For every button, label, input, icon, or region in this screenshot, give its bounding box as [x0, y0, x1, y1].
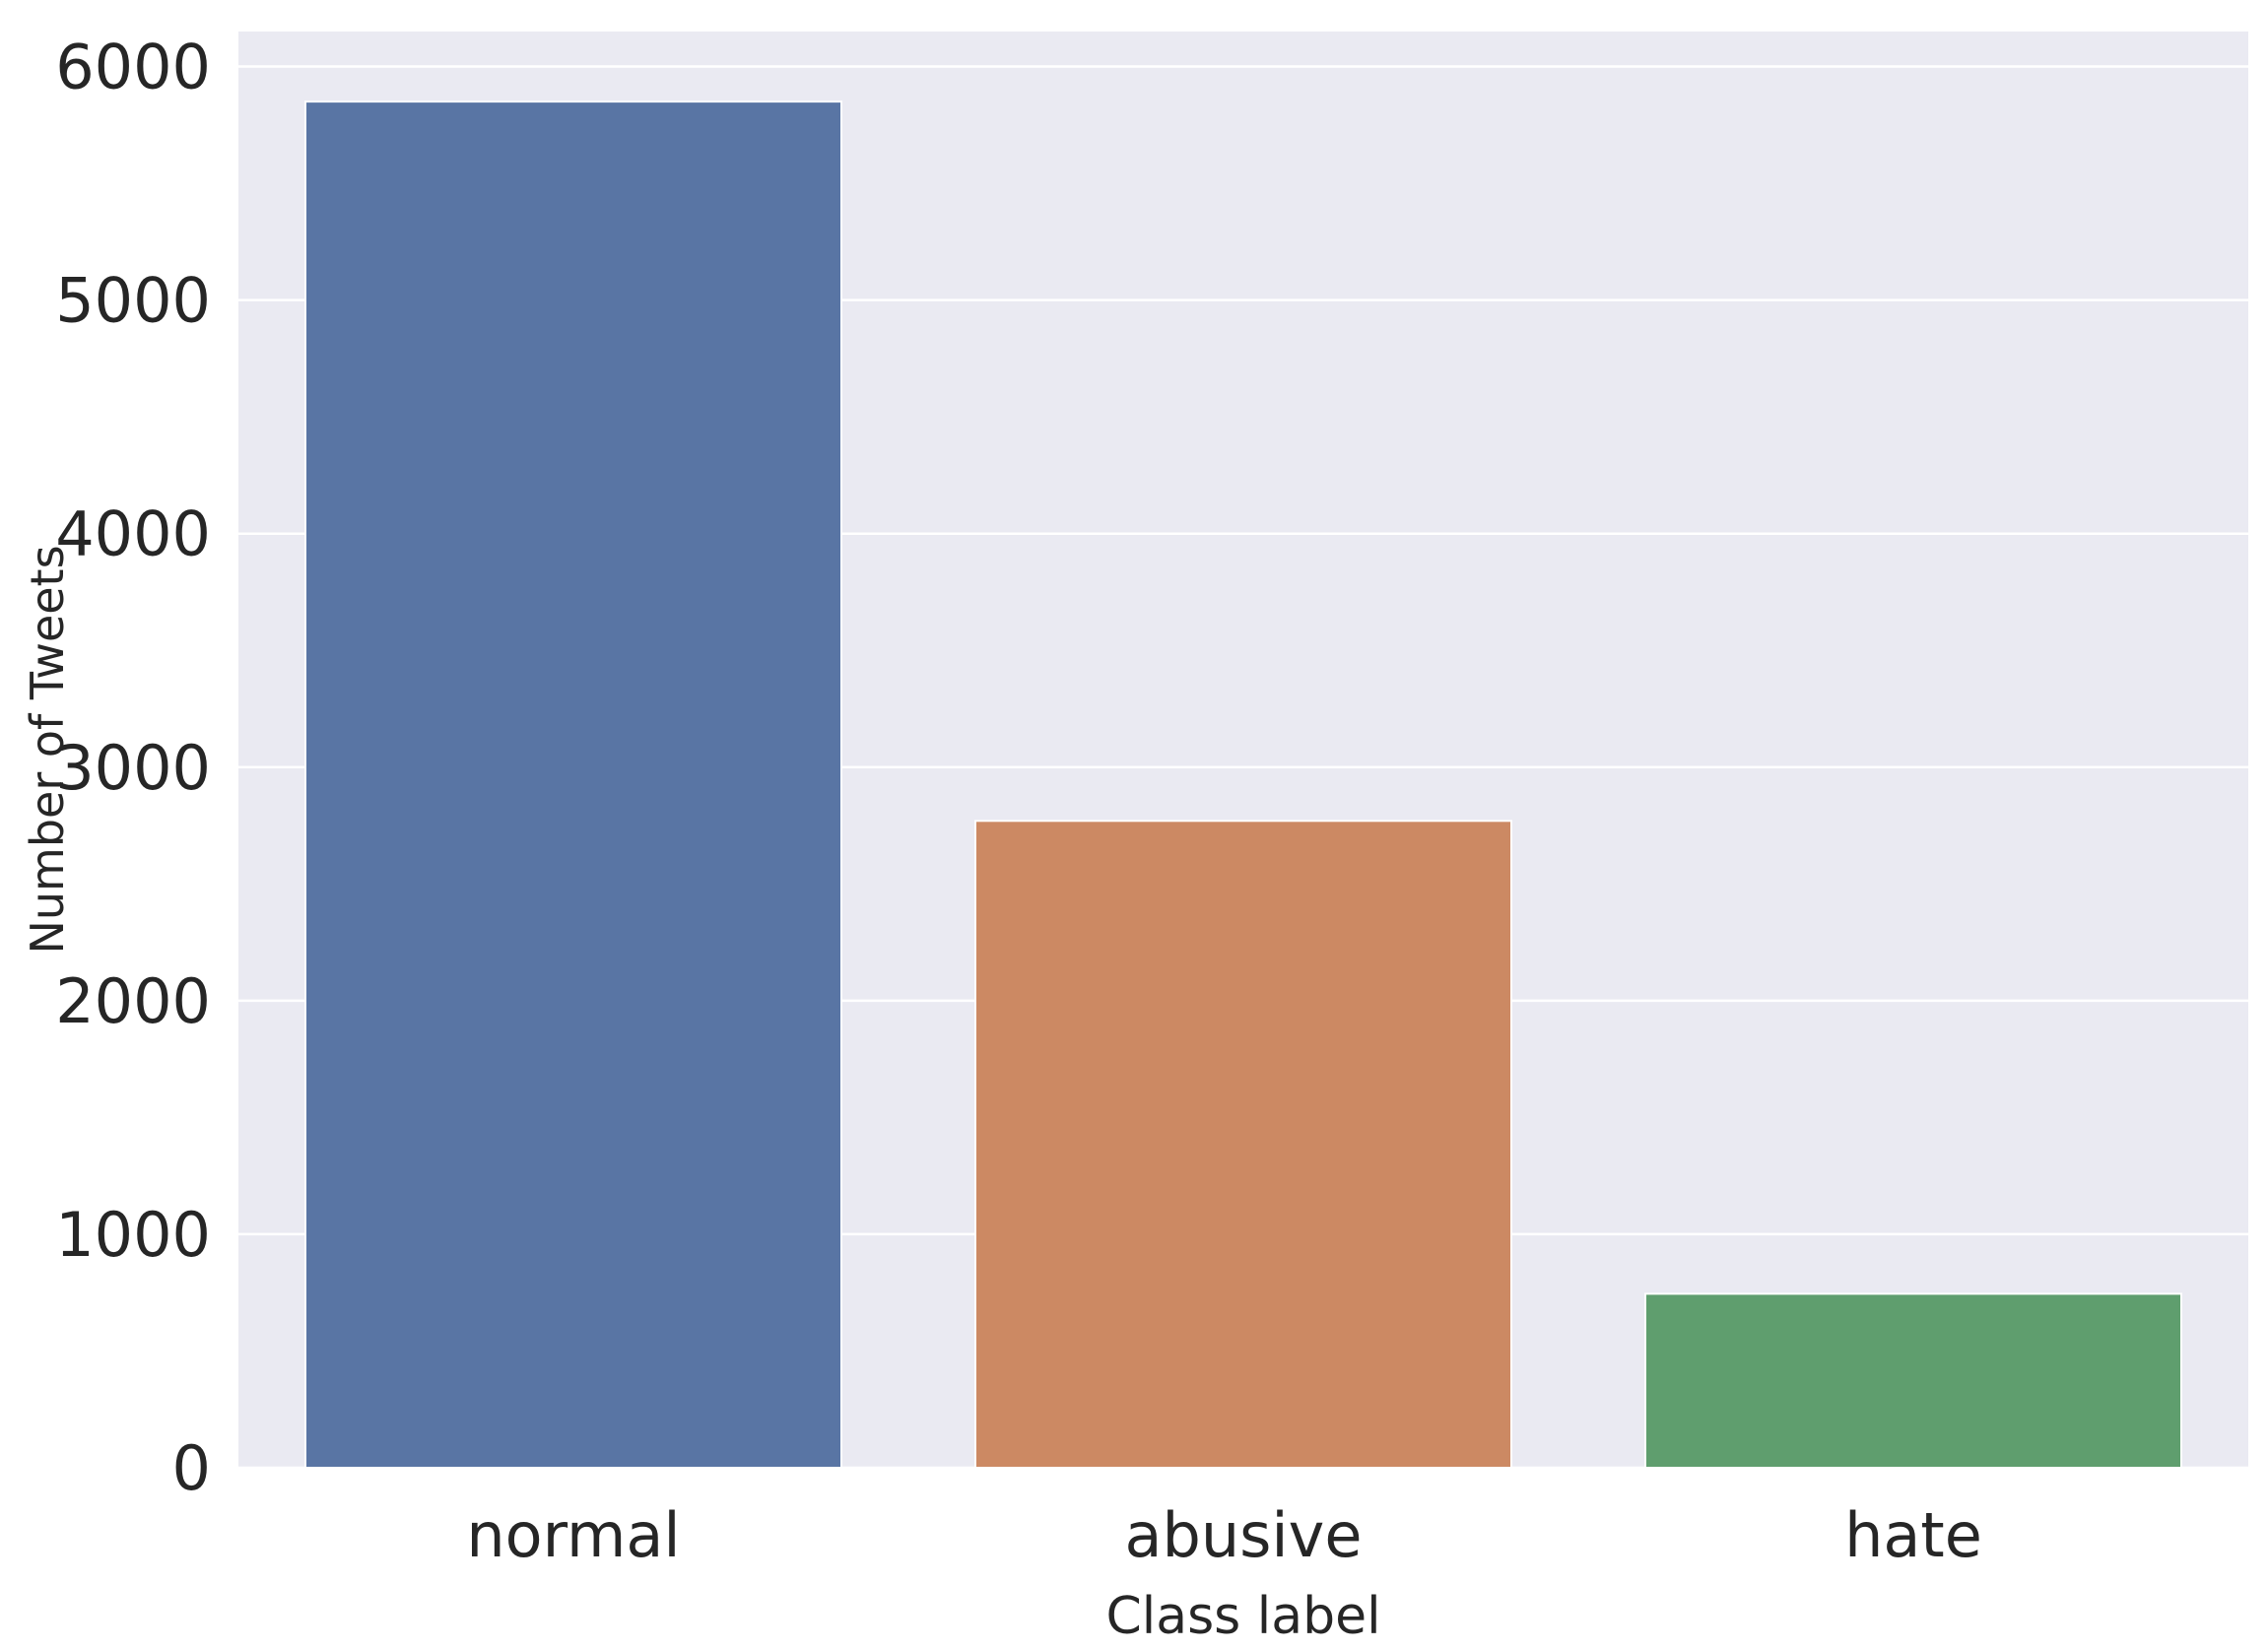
y-tick-label: 3000	[55, 732, 211, 804]
y-tick-labels: 0 1000 2000 3000 4000 5000 6000	[55, 32, 211, 1504]
x-tick-label: hate	[1844, 1499, 1982, 1571]
bar-normal	[304, 100, 842, 1469]
x-axis-label: Class label	[1105, 1587, 1380, 1646]
y-tick-label: 4000	[55, 498, 211, 570]
bar-abusive	[974, 820, 1512, 1469]
x-tick-labels: normal abusive hate	[466, 1499, 1982, 1571]
y-tick-label: 5000	[55, 265, 211, 337]
y-tick-label: 1000	[55, 1199, 211, 1271]
x-tick-label: normal	[466, 1499, 680, 1571]
bar-hate	[1644, 1292, 2182, 1469]
y-tick-label: 0	[172, 1432, 211, 1504]
bars	[304, 100, 2182, 1469]
y-tick-label: 2000	[55, 965, 211, 1037]
x-tick-label: abusive	[1124, 1499, 1362, 1571]
y-tick-label: 6000	[55, 32, 211, 103]
y-axis-label: Number of Tweets	[21, 545, 74, 954]
